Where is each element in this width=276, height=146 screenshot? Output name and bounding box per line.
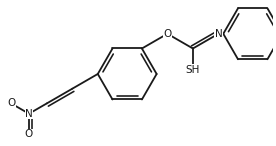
Text: O: O xyxy=(25,129,33,139)
Text: O: O xyxy=(163,29,172,39)
Text: N: N xyxy=(25,109,33,119)
Text: N: N xyxy=(214,29,222,39)
Text: SH: SH xyxy=(186,65,200,75)
Text: O: O xyxy=(7,98,15,108)
